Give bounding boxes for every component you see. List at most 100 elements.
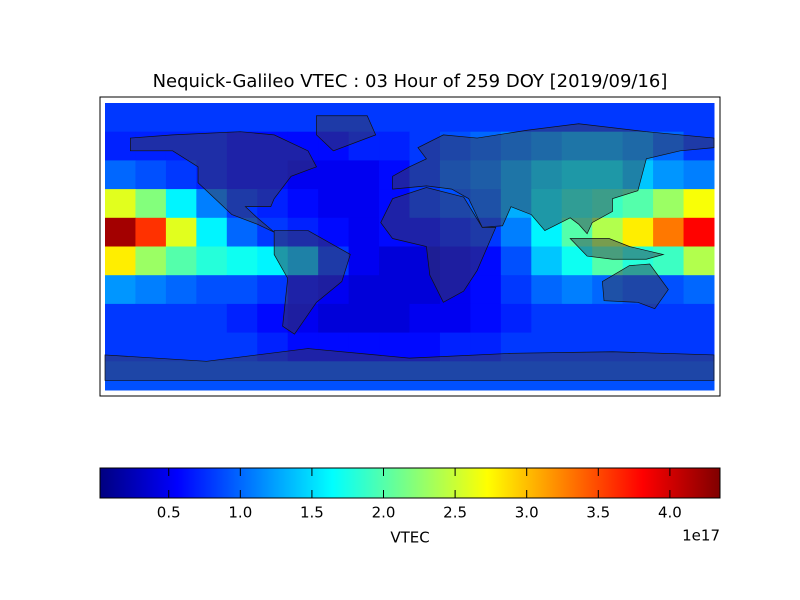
heat-cell bbox=[105, 303, 136, 334]
heat-cell bbox=[348, 217, 380, 247]
heat-cell bbox=[348, 189, 380, 219]
heat-cell bbox=[500, 303, 532, 334]
landmass bbox=[392, 123, 715, 235]
heat-cell bbox=[683, 303, 715, 334]
heat-cell bbox=[409, 303, 441, 334]
landmass bbox=[130, 131, 317, 233]
heat-cell bbox=[257, 275, 289, 305]
landmass bbox=[380, 187, 497, 303]
heat-cell bbox=[348, 275, 380, 305]
heat-cell bbox=[226, 303, 258, 334]
heat-cell bbox=[105, 103, 136, 133]
heat-cell bbox=[165, 246, 197, 276]
heat-cell bbox=[348, 246, 380, 276]
heat-cell bbox=[165, 332, 197, 362]
heat-cell bbox=[135, 160, 167, 190]
heat-cell bbox=[683, 275, 715, 305]
heat-cell bbox=[135, 303, 167, 334]
landmass bbox=[273, 230, 351, 335]
heat-cell bbox=[409, 103, 441, 133]
heat-cell bbox=[531, 246, 563, 276]
colorbar-tick-label: 3.0 bbox=[515, 504, 539, 522]
heat-cell bbox=[653, 303, 685, 334]
heat-cell bbox=[135, 217, 167, 247]
heat-cell bbox=[561, 275, 593, 305]
heat-cell bbox=[165, 275, 197, 305]
heat-cell bbox=[439, 103, 471, 133]
heat-cell bbox=[622, 303, 654, 334]
heat-cell bbox=[653, 103, 685, 133]
coastlines bbox=[104, 115, 715, 381]
heat-cell bbox=[196, 103, 228, 133]
heat-cell bbox=[165, 303, 197, 334]
heat-cell bbox=[135, 275, 167, 305]
colorbar-tick-label: 1.5 bbox=[300, 504, 324, 522]
heat-cell bbox=[257, 303, 289, 334]
heat-cell bbox=[379, 303, 410, 334]
heat-cell bbox=[196, 217, 228, 247]
colorbar-tick-label: 1.0 bbox=[228, 504, 252, 522]
map-frame bbox=[99, 96, 721, 397]
heat-cell bbox=[561, 303, 593, 334]
heat-cell bbox=[683, 189, 715, 219]
chart-title: Nequick-Galileo VTEC : 03 Hour of 259 DO… bbox=[153, 71, 668, 92]
heat-cell bbox=[135, 246, 167, 276]
heat-cell bbox=[500, 275, 532, 305]
heat-cell bbox=[165, 160, 197, 190]
heat-cell bbox=[683, 246, 715, 276]
heat-cell bbox=[196, 246, 228, 276]
heat-cell bbox=[592, 303, 624, 334]
heat-cell bbox=[379, 246, 410, 276]
landmass bbox=[601, 263, 669, 310]
heat-cell bbox=[379, 103, 410, 133]
heat-cell bbox=[439, 303, 471, 334]
heat-cell bbox=[165, 217, 197, 247]
heat-cell bbox=[653, 160, 685, 190]
heat-cell bbox=[500, 103, 532, 133]
heat-cell bbox=[318, 189, 350, 219]
heat-cell bbox=[683, 160, 715, 190]
heat-cell bbox=[226, 275, 258, 305]
heat-cell bbox=[135, 189, 167, 219]
heat-cell bbox=[500, 246, 532, 276]
heat-cell bbox=[653, 189, 685, 219]
heat-cell bbox=[105, 275, 136, 305]
heat-cell bbox=[226, 103, 258, 133]
heat-cell bbox=[683, 103, 715, 133]
colorbar bbox=[99, 467, 721, 499]
heat-cell bbox=[683, 217, 715, 247]
heat-cell bbox=[379, 131, 410, 161]
heat-cell bbox=[257, 103, 289, 133]
heat-cell bbox=[622, 217, 654, 247]
heat-cell bbox=[470, 303, 502, 334]
heat-cell bbox=[531, 303, 563, 334]
heat-cell bbox=[470, 275, 502, 305]
colorbar-tick-label: 0.5 bbox=[157, 504, 181, 522]
colorbar-ticks: 0.5 1.0 1.5 2.0 2.5 3.0 3.5 4.0 bbox=[157, 468, 682, 522]
colorbar-offset: 1e17 bbox=[682, 527, 720, 545]
heat-cell bbox=[165, 103, 197, 133]
heat-cell bbox=[135, 103, 167, 133]
landmass bbox=[104, 348, 715, 381]
heat-cell bbox=[470, 103, 502, 133]
heat-cell bbox=[653, 246, 685, 276]
heat-cell bbox=[165, 189, 197, 219]
heat-cell bbox=[105, 160, 136, 190]
landmass bbox=[316, 115, 377, 152]
landmass bbox=[569, 238, 665, 260]
colorbar-label: VTEC bbox=[390, 529, 429, 547]
heat-cell bbox=[105, 189, 136, 219]
heat-cell bbox=[379, 275, 410, 305]
colorbar-tick-label: 2.5 bbox=[443, 504, 467, 522]
heat-cell bbox=[226, 246, 258, 276]
heat-cell bbox=[287, 103, 319, 133]
heat-cell bbox=[196, 275, 228, 305]
colorbar-tick-label: 4.0 bbox=[658, 504, 682, 522]
heat-cell bbox=[318, 303, 350, 334]
heat-cell bbox=[105, 246, 136, 276]
heat-cell bbox=[653, 217, 685, 247]
colorbar-tick-label: 2.0 bbox=[372, 504, 396, 522]
heat-cell bbox=[105, 217, 136, 247]
heat-cell bbox=[500, 217, 532, 247]
